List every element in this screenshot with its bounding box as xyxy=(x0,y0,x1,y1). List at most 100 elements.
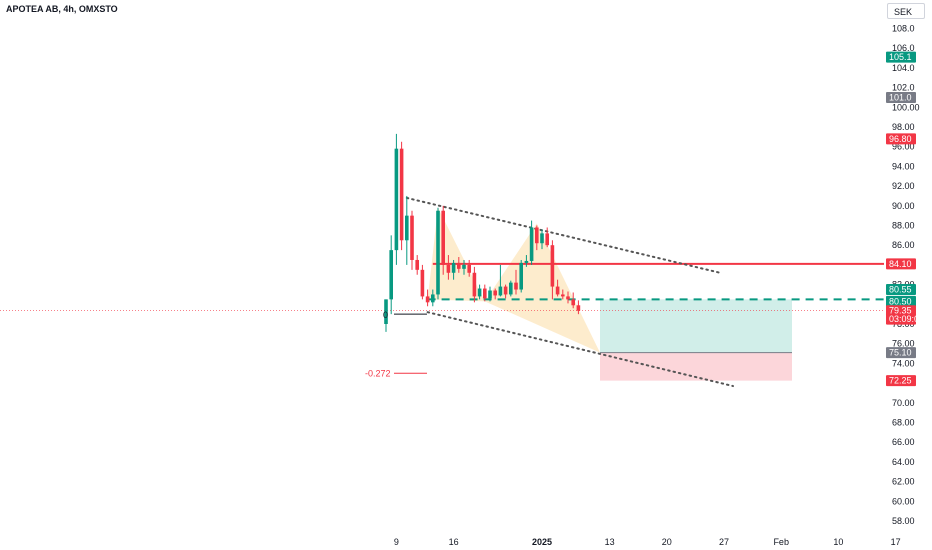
upper-trend-line[interactable] xyxy=(405,196,721,274)
price-tag: 84.10 xyxy=(886,258,916,270)
price-tag-label: 105.1 xyxy=(889,52,912,62)
candle[interactable] xyxy=(503,284,508,299)
candle[interactable] xyxy=(384,299,388,332)
pattern-triangle-1 xyxy=(427,207,485,302)
candle[interactable] xyxy=(389,235,393,315)
candle[interactable] xyxy=(561,289,565,300)
candle[interactable] xyxy=(451,259,456,280)
candle[interactable] xyxy=(405,195,409,265)
currency-selector[interactable]: SEK xyxy=(887,3,925,19)
chart-title: APOTEA AB, 4h, OMXSTO xyxy=(6,4,118,14)
price-tag-box xyxy=(886,133,916,145)
candle[interactable] xyxy=(514,269,518,295)
candle-body xyxy=(519,262,523,290)
y-tick-label: 94.00 xyxy=(892,161,915,171)
candle-body xyxy=(550,245,555,287)
price-tag: 80.55 xyxy=(886,284,916,296)
candle[interactable] xyxy=(431,289,435,307)
y-tick-label: 70.00 xyxy=(892,398,915,408)
candle-body xyxy=(498,286,503,296)
candle[interactable] xyxy=(498,264,503,297)
candle[interactable] xyxy=(529,220,534,265)
price-tag-box xyxy=(886,284,916,296)
candle[interactable] xyxy=(410,210,414,270)
candle[interactable] xyxy=(571,292,575,309)
candle-body xyxy=(493,290,497,296)
candle[interactable] xyxy=(519,259,523,293)
pattern-fill xyxy=(427,207,600,353)
stop-zone xyxy=(600,352,792,381)
candle[interactable] xyxy=(457,257,461,273)
candle[interactable] xyxy=(472,266,477,303)
y-tick-label: 92.00 xyxy=(892,181,915,191)
annotations: 0 -0.272 xyxy=(365,310,427,378)
candle[interactable] xyxy=(555,279,560,297)
candle[interactable] xyxy=(524,255,529,267)
price-tag-box xyxy=(886,305,916,317)
candle[interactable] xyxy=(399,141,404,251)
x-tick-label: 2025 xyxy=(532,537,552,547)
candle[interactable] xyxy=(415,255,419,275)
y-tick-label: 108.0 xyxy=(892,24,915,34)
price-tag: 96.80 xyxy=(886,133,916,145)
candle[interactable] xyxy=(477,284,482,300)
candle[interactable] xyxy=(566,291,570,304)
price-tag-box xyxy=(886,295,916,307)
candle[interactable] xyxy=(446,255,451,280)
candle-body xyxy=(451,262,456,273)
y-tick-label: 88.00 xyxy=(892,221,915,231)
price-tag-label: 101.0 xyxy=(889,92,912,102)
price-tag-box xyxy=(886,51,916,63)
candle-body xyxy=(529,227,534,261)
fib-extension-label: -0.272 xyxy=(365,368,391,378)
candle-body xyxy=(477,288,482,297)
pattern-triangle-2 xyxy=(484,223,600,353)
candle[interactable] xyxy=(576,300,581,315)
candle[interactable] xyxy=(493,288,497,300)
price-tag-label: 84.10 xyxy=(889,259,912,269)
candle-body xyxy=(436,210,440,295)
candle-body xyxy=(457,262,461,269)
candle[interactable] xyxy=(535,225,539,251)
price-tag-label: 96.80 xyxy=(889,134,912,144)
candle-body xyxy=(545,233,549,246)
candle-body xyxy=(524,260,529,263)
candle-body xyxy=(394,148,399,251)
price-tag-box xyxy=(886,347,916,359)
candle[interactable] xyxy=(462,259,466,275)
candle[interactable] xyxy=(441,205,445,275)
candle[interactable] xyxy=(540,229,544,250)
candle-body xyxy=(540,233,544,244)
x-tick-label: Feb xyxy=(773,537,789,547)
candle-body xyxy=(462,264,466,269)
candle[interactable] xyxy=(545,227,549,248)
x-tick-label: 20 xyxy=(662,537,672,547)
candle[interactable] xyxy=(550,240,555,300)
candle[interactable] xyxy=(425,289,430,307)
price-tag-box xyxy=(886,375,916,387)
candle[interactable] xyxy=(436,207,440,300)
candle[interactable] xyxy=(483,284,487,302)
y-tick-label: 76.00 xyxy=(892,339,915,349)
trend-lines xyxy=(405,196,734,388)
time-axis: 9 16 2025 13 20 27 Feb 10 17 xyxy=(394,537,901,547)
price-tag: 80.50 xyxy=(886,295,916,307)
candle-body xyxy=(425,296,430,303)
candle[interactable] xyxy=(394,133,399,265)
y-tick-label: 68.00 xyxy=(892,418,915,428)
x-tick-label: 16 xyxy=(449,537,459,547)
candle[interactable] xyxy=(420,264,425,300)
price-tag-box xyxy=(886,313,916,325)
price-tag: 101.0 xyxy=(886,91,916,103)
price-tag-box xyxy=(886,91,916,103)
candle-body xyxy=(467,264,471,273)
candle-body xyxy=(384,299,388,324)
candle[interactable] xyxy=(509,280,513,297)
price-tag: 75.10 xyxy=(886,347,916,359)
price-tag-label: 03:09:09 xyxy=(889,314,924,324)
candle[interactable] xyxy=(488,286,492,302)
candle-body xyxy=(555,286,560,295)
candle[interactable] xyxy=(467,259,471,277)
y-tick-label: 58.00 xyxy=(892,516,915,526)
